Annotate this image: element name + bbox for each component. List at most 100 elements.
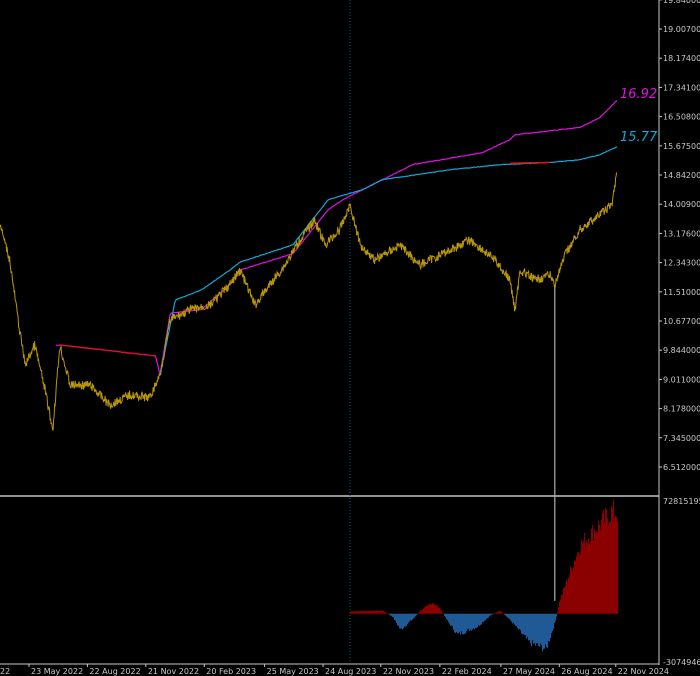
histogram-bar [426, 605, 428, 614]
x-tick-label: 26 Aug 2024 [561, 667, 612, 676]
histogram-bar [390, 613, 392, 616]
histogram-bar [546, 613, 548, 648]
histogram-bar [578, 552, 580, 614]
histogram-bar [490, 613, 492, 616]
histogram-bar [514, 613, 516, 625]
y-tick-label: 18.174000 [663, 54, 700, 63]
histogram-bar [384, 611, 386, 614]
histogram-bar [600, 529, 602, 614]
histogram-bar [567, 582, 569, 614]
histogram-bar [612, 508, 614, 614]
histogram-bar [498, 611, 500, 614]
y-tick-label: 19.007000 [663, 25, 700, 34]
histogram-bar [471, 613, 473, 631]
histogram-bar [379, 610, 381, 614]
histogram-bar [605, 507, 607, 614]
lower-band-label: 15.77 [620, 130, 658, 145]
histogram-bar [610, 522, 612, 614]
histogram-bar [353, 611, 355, 614]
histogram-bar [435, 605, 437, 614]
histogram-bar [609, 521, 611, 614]
histogram-bar [393, 613, 395, 618]
x-tick-label: 22 [0, 667, 10, 676]
histogram-bar [407, 613, 409, 624]
histogram-bar [429, 604, 431, 614]
histogram-bar [577, 552, 579, 614]
histogram-bar [571, 567, 573, 614]
histogram-bar [472, 613, 474, 630]
histogram-bar [529, 613, 531, 641]
histogram-bar [493, 613, 495, 615]
histogram-bar [397, 613, 399, 626]
histogram-bar [554, 613, 556, 623]
histogram-bar [425, 606, 427, 614]
histogram-bar [453, 613, 455, 630]
histogram-bar [602, 512, 604, 614]
histogram-bar [366, 610, 368, 614]
histogram-bar [408, 613, 410, 623]
histogram-bar [569, 574, 571, 614]
histogram-bar [550, 613, 552, 638]
histogram-bar [575, 561, 577, 614]
histogram-bar [380, 610, 382, 614]
histogram-bar [363, 611, 365, 614]
histogram-bar [545, 613, 547, 645]
indicator-tick-label: 72815195.15 [663, 497, 700, 506]
histogram-bar [475, 613, 477, 628]
histogram-bar [587, 542, 589, 614]
histogram-bar [495, 612, 497, 614]
histogram-bar [541, 613, 543, 646]
histogram-bar [544, 613, 546, 649]
histogram-bar [389, 613, 391, 615]
histogram-bar [608, 525, 610, 614]
histogram-bar [360, 611, 362, 614]
histogram-bar [524, 613, 526, 635]
histogram-bar [470, 613, 472, 630]
histogram-bar [416, 613, 418, 616]
histogram-bar [394, 613, 396, 621]
y-tick-label: 19.840000 [663, 0, 700, 5]
histogram-bar [581, 539, 583, 614]
histogram-bar [525, 613, 527, 636]
histogram-bar [350, 611, 352, 614]
x-tick-label: 23 May 2022 [31, 667, 83, 676]
histogram-bar [616, 516, 618, 614]
histogram-bar [419, 611, 421, 614]
histogram-bar [395, 613, 397, 621]
histogram-bar [421, 610, 423, 614]
histogram-bar [466, 613, 468, 631]
histogram-bar [468, 613, 470, 629]
histogram-bar [402, 613, 404, 630]
histogram-bar [534, 613, 536, 644]
histogram-bar [516, 613, 518, 626]
histogram-bar [530, 613, 532, 644]
histogram-bar [355, 611, 357, 614]
histogram-bar [477, 613, 479, 628]
histogram-bar [430, 603, 432, 614]
histogram-bar [404, 613, 406, 627]
histogram-bar [509, 613, 511, 619]
histogram-bar [536, 613, 538, 644]
histogram-bar [481, 613, 483, 625]
histogram-bar [434, 604, 436, 614]
histogram-bar [551, 613, 553, 634]
histogram-bar [420, 610, 422, 614]
histogram-bar [591, 528, 593, 614]
histogram-bar [364, 610, 366, 614]
histogram-bar [504, 613, 506, 615]
histogram-bar [539, 613, 541, 647]
histogram-bar [523, 613, 525, 635]
x-tick-label: 25 May 2023 [267, 667, 319, 676]
histogram-bar [553, 613, 555, 629]
histogram-bar [590, 541, 592, 614]
histogram-bar [412, 613, 414, 620]
histogram-bar [596, 531, 598, 614]
histogram-bar [403, 613, 405, 629]
histogram-bar [561, 595, 563, 614]
histogram-bar [617, 521, 619, 614]
histogram-bar [442, 612, 444, 614]
histogram-bar [374, 610, 376, 614]
y-tick-label: 9.011000 [663, 375, 700, 384]
histogram-bar [513, 613, 515, 623]
y-tick-label: 6.512000 [663, 463, 700, 472]
